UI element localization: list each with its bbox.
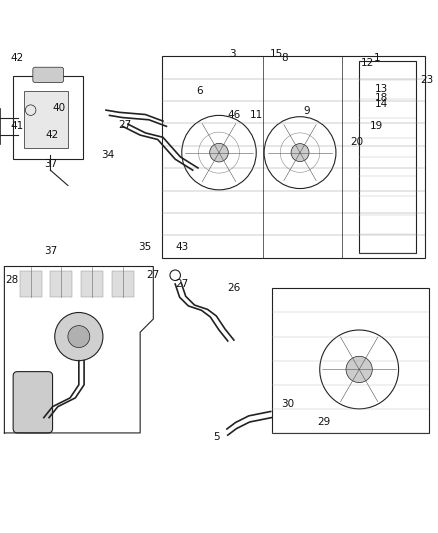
Text: 27: 27: [147, 270, 160, 280]
Circle shape: [346, 356, 372, 383]
Text: 27: 27: [175, 279, 188, 289]
Text: 11: 11: [250, 110, 263, 120]
Text: 14: 14: [374, 100, 388, 109]
FancyBboxPatch shape: [13, 372, 53, 433]
Text: 37: 37: [44, 159, 57, 168]
Text: 42: 42: [46, 130, 59, 140]
Text: 30: 30: [282, 399, 295, 409]
Text: 37: 37: [44, 246, 57, 256]
Text: 13: 13: [374, 84, 388, 94]
Text: 34: 34: [101, 150, 114, 160]
FancyBboxPatch shape: [112, 271, 134, 297]
Text: 20: 20: [350, 136, 364, 147]
Text: 5: 5: [213, 432, 220, 442]
FancyBboxPatch shape: [50, 271, 72, 297]
Text: 18: 18: [374, 93, 388, 103]
Circle shape: [291, 143, 309, 161]
Circle shape: [55, 312, 103, 361]
Circle shape: [68, 326, 90, 348]
Text: 43: 43: [175, 242, 188, 252]
FancyBboxPatch shape: [81, 271, 103, 297]
Text: 29: 29: [318, 417, 331, 427]
Text: 28: 28: [6, 274, 19, 285]
Text: 1: 1: [373, 53, 380, 63]
Text: 26: 26: [228, 284, 241, 293]
Circle shape: [210, 143, 228, 162]
Text: 35: 35: [138, 242, 151, 252]
Text: 27: 27: [118, 120, 131, 131]
Text: 42: 42: [11, 53, 24, 63]
Text: 15: 15: [269, 49, 283, 59]
FancyBboxPatch shape: [33, 67, 64, 83]
Text: 8: 8: [281, 53, 288, 63]
Text: 6: 6: [196, 86, 203, 96]
Text: 46: 46: [228, 110, 241, 120]
FancyBboxPatch shape: [24, 91, 68, 148]
FancyBboxPatch shape: [20, 271, 42, 297]
Text: 19: 19: [370, 122, 383, 131]
Text: 12: 12: [361, 58, 374, 68]
Text: 3: 3: [229, 49, 236, 59]
Text: 41: 41: [10, 122, 23, 131]
Text: 9: 9: [303, 106, 310, 116]
Text: 23: 23: [420, 75, 434, 85]
Text: 40: 40: [53, 103, 66, 113]
